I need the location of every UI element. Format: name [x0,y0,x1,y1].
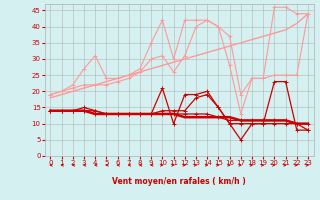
X-axis label: Vent moyen/en rafales ( km/h ): Vent moyen/en rafales ( km/h ) [112,177,246,186]
